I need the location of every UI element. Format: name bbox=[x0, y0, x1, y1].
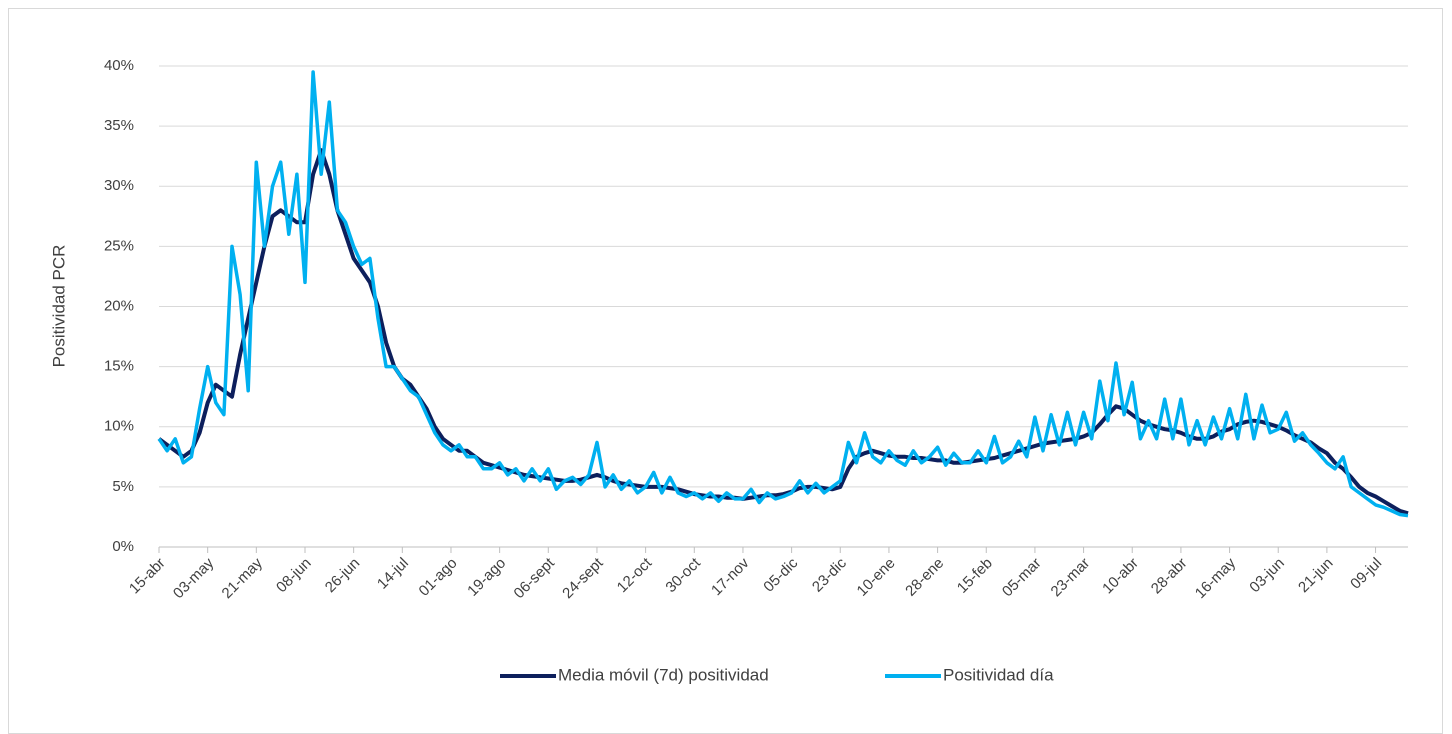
series-line bbox=[157, 70, 1409, 518]
legend-label: Media móvil (7d) positividad bbox=[558, 665, 769, 684]
y-tick-label: 30% bbox=[104, 177, 134, 194]
y-tick-label: 15% bbox=[104, 358, 134, 375]
series-line bbox=[157, 148, 1409, 516]
y-tick-label: 10% bbox=[104, 418, 134, 435]
y-tick-label: 25% bbox=[104, 237, 134, 254]
y-tick-label: 35% bbox=[104, 117, 134, 134]
y-tick-label: 40% bbox=[104, 57, 134, 74]
y-tick-label: 20% bbox=[104, 297, 134, 314]
chart-frame bbox=[8, 8, 1443, 734]
y-tick-label: 5% bbox=[112, 478, 134, 495]
legend-label: Positividad día bbox=[943, 665, 1054, 684]
y-tick-label: 0% bbox=[112, 538, 134, 555]
y-axis-title: Positividad PCR bbox=[49, 245, 68, 368]
